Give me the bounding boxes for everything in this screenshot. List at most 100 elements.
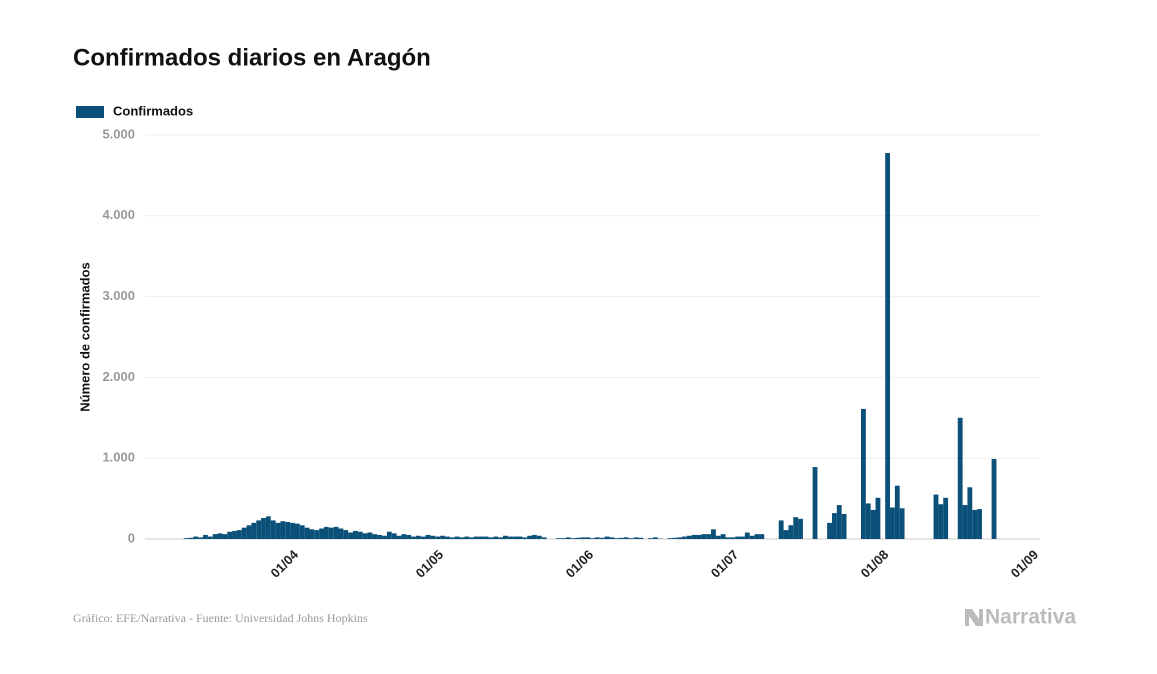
bar [938,504,944,539]
bar [440,535,445,539]
y-tick-label: 0 [128,530,135,545]
y-tick-label: 1.000 [102,450,135,465]
bar [575,537,581,539]
brand-logo [965,609,983,626]
bar [933,494,939,539]
bar [991,459,997,539]
bar [232,530,237,539]
bar [188,537,194,539]
bar [628,538,634,539]
bar [454,536,460,539]
bar [193,536,199,539]
bar [759,534,765,539]
bar [367,532,373,539]
bar [309,529,315,539]
bar [314,530,320,539]
bar [406,534,412,539]
bar [207,536,213,539]
x-tick-label: 01/06 [563,547,597,581]
bar [638,537,644,539]
bar [783,530,789,539]
bar [754,534,760,539]
bar [459,537,465,539]
bar [861,408,866,539]
bar [270,520,276,539]
bar [386,531,392,539]
y-tick-label: 5.000 [102,126,135,141]
bar [972,509,978,539]
bar [251,522,257,539]
y-tick-label: 3.000 [102,288,135,303]
x-tick-label: 01/09 [1008,547,1042,581]
bar [377,534,383,539]
y-tick-label: 4.000 [102,207,135,222]
bar [561,538,566,539]
bar [532,534,537,539]
x-tick-label: 01/07 [708,547,742,581]
bar [362,533,368,539]
bar [740,536,745,539]
bar [590,538,595,539]
bar [977,509,982,539]
bar [415,535,421,539]
bar [290,522,295,539]
bar [304,527,310,539]
bar [686,535,692,539]
bar [793,517,799,539]
bar [744,532,750,539]
bar [411,536,416,539]
bar [623,537,629,539]
bar [203,534,208,539]
bar [382,535,387,539]
bar [565,537,571,539]
bar [836,505,842,539]
bar [275,522,281,539]
bar [580,537,586,539]
bar [256,520,262,539]
bar [725,537,731,539]
bar [198,537,204,539]
bar [420,536,426,539]
bar [391,533,397,539]
bar [730,537,736,539]
bar [353,530,358,539]
bar [328,527,334,539]
bar [890,507,895,539]
source-note: Gráfico: EFE/Narrativa - Fuente: Univers… [73,611,368,625]
y-axis-label: Número de confirmados [77,262,92,412]
bar [875,497,881,539]
chart-title: Confirmados diarios en Aragón [73,44,431,71]
bar [333,526,339,539]
bar [967,487,973,539]
bar [338,528,344,539]
bar [614,538,620,539]
bar [483,536,489,539]
bar [236,530,242,539]
bar [469,537,474,539]
bar [667,538,673,539]
x-tick-label: 01/04 [267,546,301,580]
bar [957,417,963,539]
bar [619,537,624,539]
bar [831,513,837,539]
bar [522,537,528,539]
bar [512,536,518,539]
bar [899,508,905,539]
bar [962,505,968,539]
bar [943,497,949,539]
bar [827,522,832,539]
bar [527,535,533,539]
bar [894,485,900,539]
bar [798,518,803,539]
bar [691,534,697,539]
bar [294,523,300,539]
bar [536,535,542,539]
bar [841,513,847,539]
bar [435,536,441,539]
bar [430,535,436,539]
bar [517,536,523,539]
bar [488,537,494,539]
bar [556,538,562,539]
bar [865,503,871,539]
bar [444,536,450,539]
